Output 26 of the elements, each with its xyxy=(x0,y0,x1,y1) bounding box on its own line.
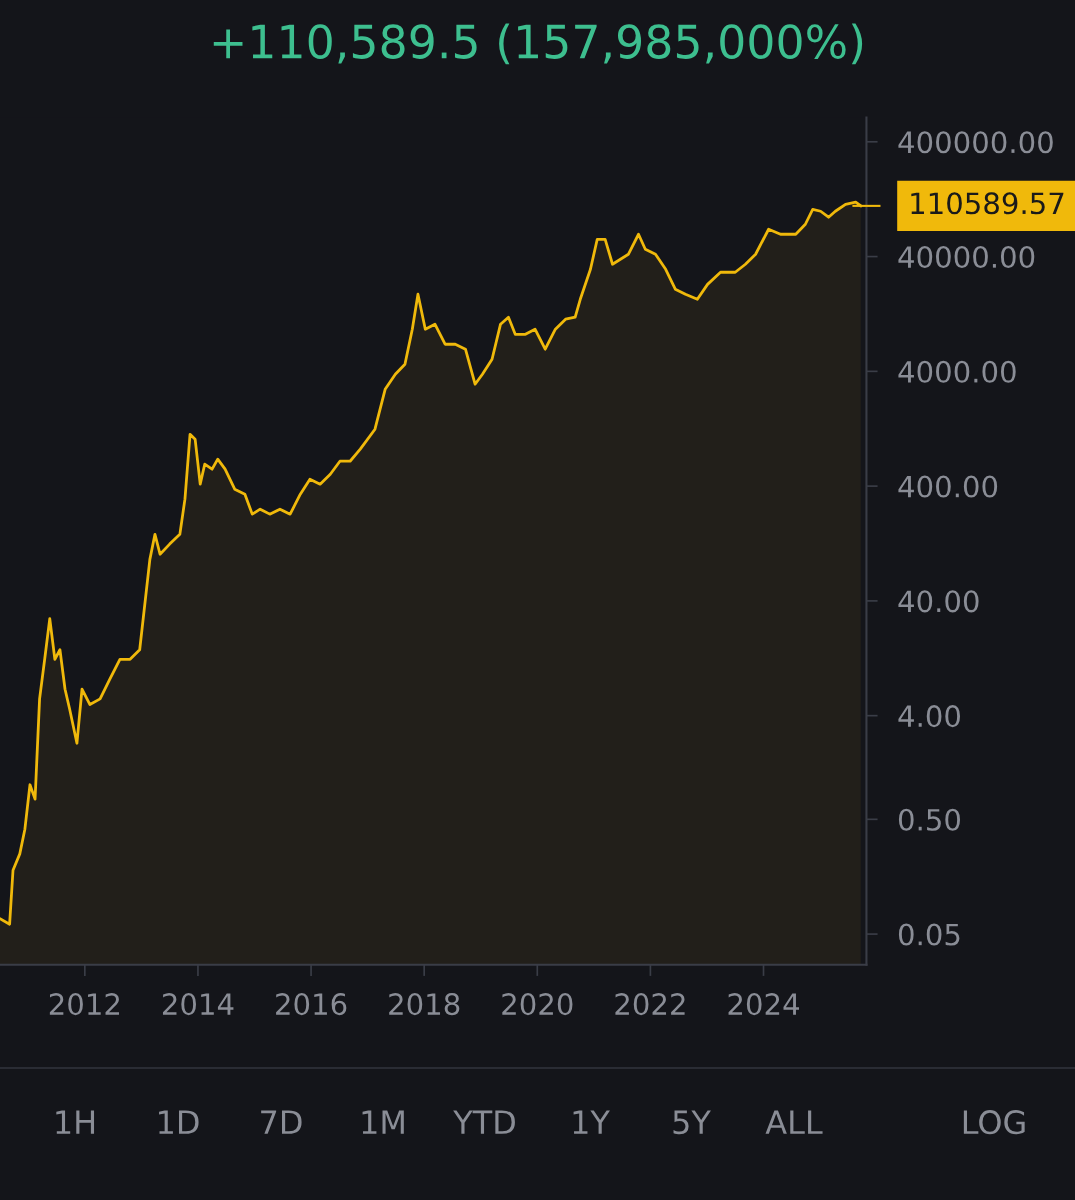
text: 1D xyxy=(159,1110,199,1134)
ref-line-label: 110589.57 xyxy=(911,192,1064,215)
text: 1Y xyxy=(573,1110,610,1134)
y-tick-label: 0.05 xyxy=(898,923,960,946)
y-tick-label: 400000.00 xyxy=(898,131,1053,154)
x-tick-label: 2024 xyxy=(728,993,799,1016)
x-tick-label: 2018 xyxy=(389,993,460,1016)
text: 1M xyxy=(362,1110,404,1134)
chart-title: +110,589.5 (157,985,000%) xyxy=(213,23,863,65)
x-tick-label: 2012 xyxy=(49,993,120,1016)
text: 7D xyxy=(261,1110,302,1134)
text: 1H xyxy=(56,1110,95,1134)
text: LOG xyxy=(963,1110,1025,1135)
y-tick-label: 4000.00 xyxy=(898,360,1016,383)
x-tick-label: 2020 xyxy=(502,993,573,1016)
x-tick-label: 2016 xyxy=(276,993,347,1016)
y-tick-label: 0.50 xyxy=(898,808,961,831)
x-tick-label: 2014 xyxy=(162,993,234,1016)
text: ALL xyxy=(765,1110,823,1134)
x-tick-label: 2022 xyxy=(615,993,685,1016)
y-tick-label: 40.00 xyxy=(898,590,979,613)
y-tick-label: 400.00 xyxy=(898,475,998,498)
y-tick-label: 4.00 xyxy=(898,705,961,728)
text: YTD xyxy=(453,1110,515,1134)
text: 5Y xyxy=(673,1110,711,1135)
y-tick-label: 40000.00 xyxy=(898,246,1035,269)
